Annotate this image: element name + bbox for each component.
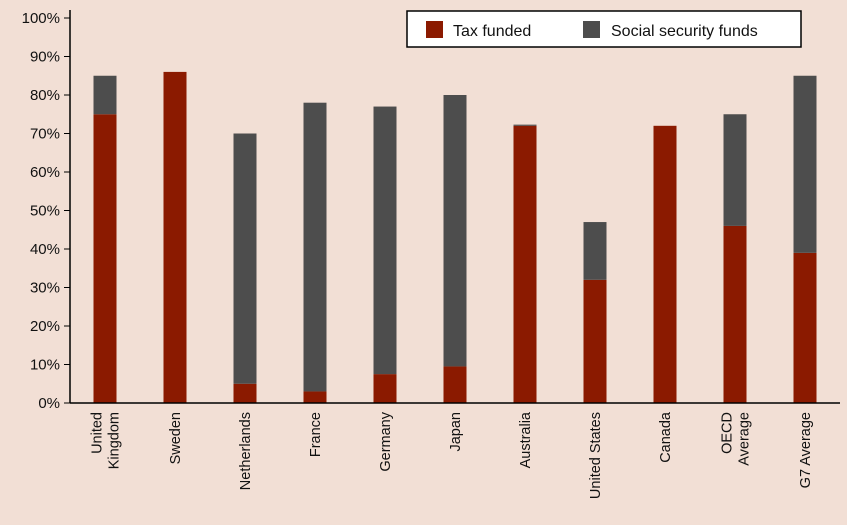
bar-g7-average-tax-funded xyxy=(793,252,817,403)
y-tick-label: 40% xyxy=(30,241,60,258)
bar-france-social-security-funds xyxy=(303,102,327,392)
x-tick-label-canada: Canada xyxy=(658,411,674,463)
x-tick-label-line: United xyxy=(90,412,106,454)
bars xyxy=(93,71,817,404)
x-tick-label-line: Sweden xyxy=(168,412,184,464)
x-tick-label-united-states: United States xyxy=(588,412,604,499)
x-tick-label-line: Germany xyxy=(378,411,394,471)
y-tick-label: 60% xyxy=(30,164,60,181)
bar-sweden-tax-funded xyxy=(163,71,187,404)
x-axis: UnitedKingdom Sweden Netherlands France Germ… xyxy=(70,402,840,499)
legend-swatch-social-security-funds xyxy=(583,21,600,38)
x-tick-label-germany: Germany xyxy=(378,411,394,471)
bar-oecd-average-social-security-funds xyxy=(723,114,747,226)
bar-oecd-average-tax-funded xyxy=(723,225,747,403)
x-tick-label-united-kingdom: UnitedKingdom xyxy=(90,412,123,469)
x-tick-label-japan: Japan xyxy=(448,412,464,452)
x-tick-label-line: G7 Average xyxy=(798,412,814,488)
y-tick-label: 10% xyxy=(30,357,60,374)
bar-united-states-social-security-funds xyxy=(583,222,607,280)
bar-japan-tax-funded xyxy=(443,366,467,403)
bar-united-kingdom-social-security-funds xyxy=(93,75,117,115)
y-tick-label: 70% xyxy=(30,126,60,143)
y-tick-label: 0% xyxy=(38,395,60,412)
x-tick-label-line: Netherlands xyxy=(238,412,254,490)
bar-canada-tax-funded xyxy=(653,125,677,404)
x-tick-label-line: OECD xyxy=(720,412,736,454)
bar-netherlands-tax-funded xyxy=(233,383,257,403)
x-tick-label-line: Kingdom xyxy=(107,412,123,469)
x-tick-label-line: Australia xyxy=(518,411,534,468)
x-tick-label-line: France xyxy=(308,412,324,457)
y-tick-label: 100% xyxy=(22,10,60,27)
x-tick-label-netherlands: Netherlands xyxy=(238,412,254,490)
y-axis: 0% 10% 20% 30% 40% 50% 60% 70% 80% 90% 100% xyxy=(22,10,71,412)
y-tick-label: 20% xyxy=(30,318,60,335)
x-tick-label-line: Average xyxy=(737,412,753,466)
bar-germany-tax-funded xyxy=(373,374,397,403)
bar-australia-social-security-funds xyxy=(513,124,537,126)
y-tick-label: 50% xyxy=(30,203,60,220)
legend-box xyxy=(406,10,802,48)
x-tick-label-oecd-average: OECDAverage xyxy=(720,412,753,466)
x-tick-label-sweden: Sweden xyxy=(168,412,184,464)
bar-germany-social-security-funds xyxy=(373,106,397,375)
bar-g7-average-social-security-funds xyxy=(793,75,817,253)
bar-united-kingdom-tax-funded xyxy=(93,114,117,403)
x-tick-label-line: Canada xyxy=(658,411,674,463)
legend-label-tax-funded: Tax funded xyxy=(453,23,531,40)
x-tick-label-line: Japan xyxy=(448,412,464,452)
y-tick-label: 80% xyxy=(30,87,60,104)
y-tick-label: 90% xyxy=(30,49,60,66)
bar-united-states-tax-funded xyxy=(583,279,607,403)
bar-australia-tax-funded xyxy=(513,125,537,404)
legend-label-social-security-funds: Social security funds xyxy=(611,23,758,40)
x-tick-label-g7-average: G7 Average xyxy=(798,412,814,488)
x-tick-label-france: France xyxy=(308,412,324,457)
x-tick-label-line: United States xyxy=(588,412,604,499)
legend: Tax funded Social security funds xyxy=(406,10,802,48)
legend-swatch-tax-funded xyxy=(426,21,443,38)
y-tick-label: 30% xyxy=(30,280,60,297)
x-tick-label-australia: Australia xyxy=(518,411,534,468)
bar-france-tax-funded xyxy=(303,391,327,403)
bar-netherlands-social-security-funds xyxy=(233,133,257,384)
bar-japan-social-security-funds xyxy=(443,95,467,367)
